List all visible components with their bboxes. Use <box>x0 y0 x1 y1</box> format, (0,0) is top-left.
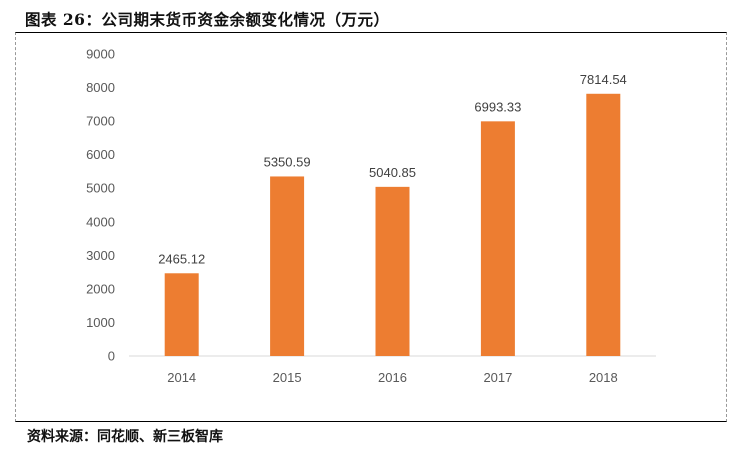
bar-2016 <box>375 186 410 356</box>
chart-frame <box>15 32 727 422</box>
bar-2017 <box>480 121 515 356</box>
y-tick-label: 2000 <box>86 281 115 296</box>
bar-2018 <box>586 93 621 356</box>
data-label: 2465.12 <box>158 251 205 266</box>
x-tick-label: 2017 <box>483 370 512 385</box>
y-tick-label: 7000 <box>86 114 115 129</box>
x-tick-label: 2016 <box>378 370 407 385</box>
y-tick-label: 9000 <box>86 47 115 62</box>
data-label: 7814.54 <box>580 72 627 87</box>
y-tick-label: 6000 <box>86 147 115 162</box>
x-tick-label: 2015 <box>273 370 302 385</box>
y-tick-label: 3000 <box>86 248 115 263</box>
y-tick-label: 1000 <box>86 315 115 330</box>
x-tick-label: 2014 <box>167 370 196 385</box>
source-note: 资料来源：同花顺、新三板智库 <box>27 429 223 445</box>
data-label: 6993.33 <box>474 99 521 114</box>
x-tick-label: 2018 <box>589 370 618 385</box>
y-tick-label: 4000 <box>86 214 115 229</box>
data-label: 5350.59 <box>264 154 311 169</box>
bar-2014 <box>164 273 199 356</box>
y-tick-label: 0 <box>108 349 115 364</box>
y-tick-label: 8000 <box>86 80 115 95</box>
figure-title: 图表 26：公司期末货币资金余额变化情况（万元） <box>25 10 390 29</box>
bar-2015 <box>270 176 305 356</box>
data-label: 5040.85 <box>369 165 416 180</box>
y-tick-label: 5000 <box>86 181 115 196</box>
